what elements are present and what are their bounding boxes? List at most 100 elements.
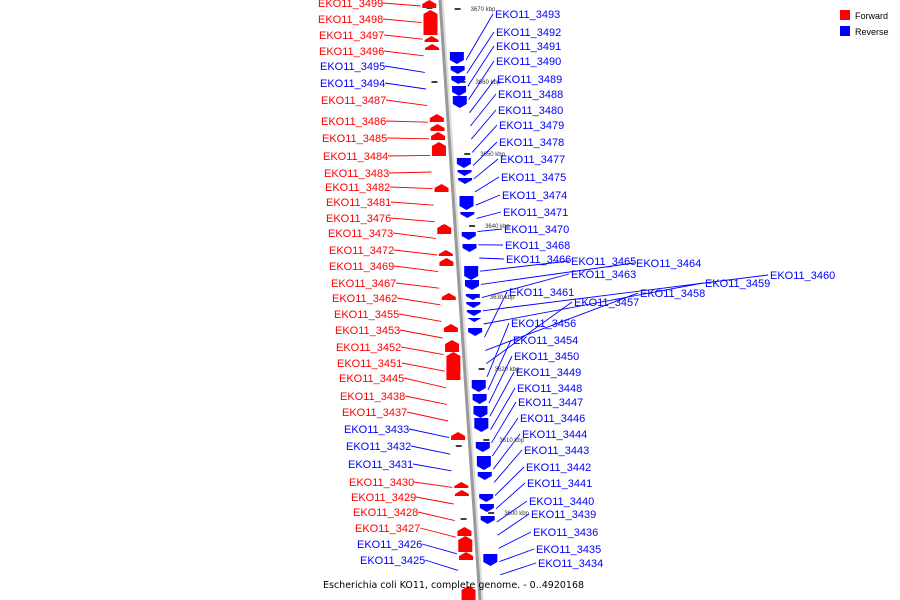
- gene-label-eko11-3479: EKO11_3479: [499, 120, 564, 132]
- gene-label-eko11-3447: EKO11_3447: [518, 397, 583, 409]
- gene-label-eko11-3433: EKO11_3433: [344, 424, 409, 436]
- legend-reverse-swatch: [840, 26, 850, 36]
- reverse-gene-block: [461, 232, 476, 240]
- gene-label-eko11-3446: EKO11_3446: [520, 413, 585, 425]
- gene-label-eko11-3434: EKO11_3434: [538, 558, 603, 570]
- tick-layer: 3670 kbp 3660 kbp 3650 kbp 3640 kbp 3630 kbp…: [426, 7, 530, 520]
- gene-label-eko11-3475: EKO11_3475: [501, 172, 566, 184]
- gene-leader-line: [383, 34, 423, 40]
- gene-label-eko11-3464: EKO11_3464: [636, 258, 701, 270]
- forward-gene-block: [446, 352, 461, 380]
- gene-label-eko11-3444: EKO11_3444: [522, 429, 587, 441]
- reverse-gene-block: [465, 294, 480, 300]
- gene-leader-line: [489, 371, 515, 417]
- gene-label-eko11-3439: EKO11_3439: [531, 509, 596, 521]
- forward-gene-block: [445, 340, 460, 352]
- gene-leader-line: [472, 141, 498, 166]
- gene-label-eko11-3435: EKO11_3435: [536, 544, 601, 556]
- gene-leader-line: [382, 18, 422, 24]
- gene-label-eko11-3465: EKO11_3465: [571, 256, 636, 268]
- gene-leader-line: [393, 249, 438, 256]
- gene-leader-line: [493, 449, 523, 483]
- reverse-gene-block: [464, 266, 479, 280]
- gene-label-eko11-3429: EKO11_3429: [351, 492, 416, 504]
- reverse-gene-block: [450, 66, 465, 74]
- gene-leader-line: [490, 387, 516, 430]
- reverse-gene-block: [462, 244, 477, 252]
- gene-leader-line: [383, 50, 424, 57]
- gene-label-eko11-3425: EKO11_3425: [360, 555, 425, 567]
- tick-label: 3610 kbp: [499, 438, 524, 444]
- forward-gene-block: [431, 142, 446, 156]
- gene-label-eko11-3493: EKO11_3493: [495, 9, 560, 21]
- tick-label: 3630 kbp: [490, 295, 515, 301]
- reverse-gene-block: [456, 158, 471, 168]
- reverse-gene-block: [457, 170, 472, 176]
- gene-label-eko11-3463: EKO11_3463: [571, 269, 636, 281]
- reverse-gene-block: [452, 96, 467, 108]
- gene-label-eko11-3482: EKO11_3482: [325, 182, 390, 194]
- gene-leader-line: [382, 2, 421, 7]
- forward-gene-block: [430, 124, 445, 131]
- tick-label: 3670 kbp: [471, 7, 496, 13]
- gene-leader-line: [488, 355, 513, 404]
- tick-label: 3640 kbp: [485, 224, 510, 230]
- reverse-gene-block: [466, 302, 481, 308]
- gene-label-eko11-3491: EKO11_3491: [496, 41, 561, 53]
- gene-label-eko11-3498: EKO11_3498: [318, 14, 383, 26]
- gene-leader-line: [470, 109, 497, 140]
- gene-label-eko11-3486: EKO11_3486: [321, 116, 386, 128]
- reverse-gene-block: [477, 472, 492, 480]
- forward-gene-block: [422, 0, 437, 8]
- gene-leader-line: [484, 291, 508, 338]
- gene-label-eko11-3490: EKO11_3490: [496, 56, 561, 68]
- tick-label: 3660 kbp: [475, 80, 500, 86]
- gene-leader-line: [476, 211, 502, 219]
- gene-label-eko11-3427: EKO11_3427: [355, 523, 420, 535]
- gene-label-eko11-3454: EKO11_3454: [513, 335, 578, 347]
- gene-layer: [422, 0, 498, 600]
- label-layer: EKO11_3499 EKO11_3498 EKO11_3497 EKO11_3496…: [318, 0, 835, 570]
- gene-label-eko11-3438: EKO11_3438: [340, 391, 405, 403]
- gene-label-eko11-3467: EKO11_3467: [331, 278, 396, 290]
- gene-leader-line: [385, 99, 428, 107]
- gene-leader-line: [477, 228, 503, 233]
- gene-leader-line: [487, 339, 512, 391]
- gene-leader-line: [413, 481, 453, 488]
- gene-leader-line: [389, 186, 433, 190]
- gene-label-eko11-3488: EKO11_3488: [498, 89, 563, 101]
- gene-leader-line: [467, 45, 495, 87]
- gene-label-eko11-3440: EKO11_3440: [529, 496, 594, 508]
- gene-label-eko11-3480: EKO11_3480: [498, 105, 563, 117]
- forward-gene-block: [434, 184, 449, 192]
- forward-gene-block: [438, 250, 453, 256]
- gene-label-eko11-3492: EKO11_3492: [496, 27, 561, 39]
- map-caption: Escherichia coli KO11, complete genome. …: [323, 580, 584, 591]
- reverse-gene-block: [483, 554, 498, 566]
- reverse-gene-block: [459, 196, 474, 210]
- forward-gene-block: [423, 10, 438, 35]
- backbone-layer: [438, 0, 484, 600]
- gene-label-eko11-3487: EKO11_3487: [321, 95, 386, 107]
- gene-leader-line: [499, 548, 535, 563]
- gene-leader-line: [398, 313, 442, 322]
- gene-leader-line: [408, 428, 450, 439]
- reverse-gene-block: [451, 76, 466, 84]
- gene-label-eko11-3477: EKO11_3477: [500, 154, 565, 166]
- gene-leader-line: [417, 511, 455, 522]
- forward-gene-block: [461, 586, 476, 600]
- gene-label-eko11-3473: EKO11_3473: [328, 228, 393, 240]
- gene-leader-line: [387, 154, 431, 157]
- gene-label-eko11-3484: EKO11_3484: [323, 151, 388, 163]
- gene-leader-line: [390, 201, 434, 206]
- gene-label-eko11-3489: EKO11_3489: [497, 74, 562, 86]
- gene-label-eko11-3471: EKO11_3471: [503, 207, 568, 219]
- gene-leader-line: [480, 260, 570, 272]
- forward-gene-block: [431, 132, 446, 140]
- gene-label-eko11-3456: EKO11_3456: [511, 318, 576, 330]
- gene-leader-line: [474, 176, 500, 193]
- gene-label-eko11-3437: EKO11_3437: [342, 407, 407, 419]
- gene-label-eko11-3432: EKO11_3432: [346, 441, 411, 453]
- gene-leader-line: [470, 93, 497, 127]
